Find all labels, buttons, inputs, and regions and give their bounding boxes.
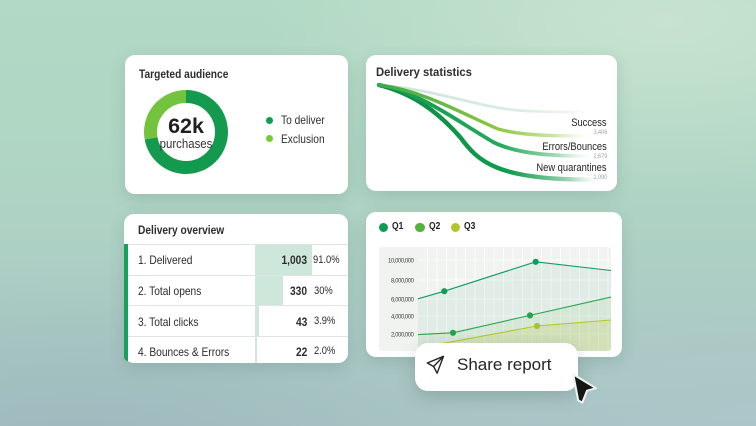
svg-text:8,000,000: 8,000,000 — [391, 279, 415, 285]
svg-text:10,000,000: 10,000,000 — [388, 259, 415, 265]
svg-text:6,000,000: 6,000,000 — [391, 298, 415, 304]
svg-text:2,000,000: 2,000,000 — [391, 333, 415, 339]
svg-text:4,000,000: 4,000,000 — [391, 315, 415, 321]
